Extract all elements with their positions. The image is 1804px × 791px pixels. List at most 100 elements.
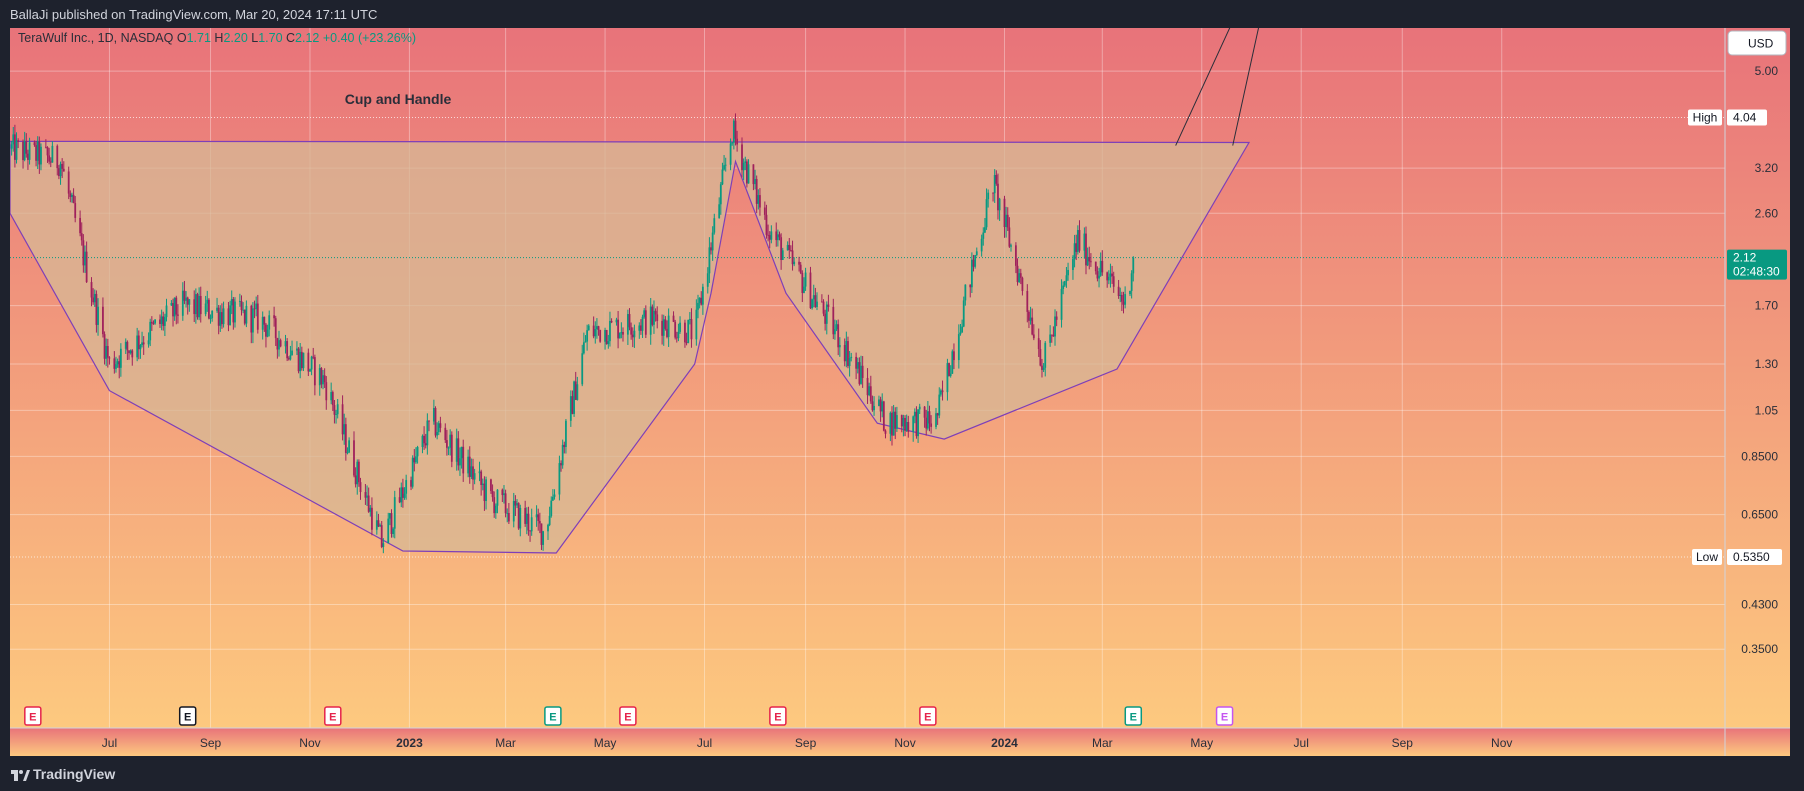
candle-body (312, 356, 315, 358)
candle (1005, 206, 1008, 238)
candle-body (930, 423, 933, 427)
currency-button-label[interactable]: USD (1748, 37, 1774, 51)
earnings-marker-icon[interactable]: E (1215, 706, 1234, 726)
earnings-marker-icon[interactable]: E (769, 706, 787, 726)
low-price-badge[interactable]: 0.5350 (1727, 548, 1782, 565)
candle (928, 405, 931, 432)
time-axis[interactable]: Jul Sep Nov 2023 Mar May Jul Sep Nov 2024 Mar May Ju… (102, 736, 1513, 750)
earnings-marker-icon[interactable]: E (544, 706, 562, 726)
candle-body (183, 290, 186, 301)
candle (1124, 286, 1127, 309)
earnings-marker-icon[interactable]: E (178, 706, 197, 726)
candle (798, 256, 800, 272)
price-axis[interactable]: 20.0016.0013.0010.008.005.003.202.601.70… (1741, 28, 1778, 656)
candle (912, 415, 915, 442)
symbol-legend[interactable]: TeraWulf Inc., 1D, NASDAQ O1.71 H2.20 L1… (18, 31, 416, 45)
candle-body (1062, 285, 1065, 289)
high-price-badge[interactable]: 4.04 (1727, 109, 1767, 126)
candle-body (721, 169, 724, 185)
candle-body (198, 296, 201, 318)
candle (255, 296, 258, 317)
candle (115, 356, 117, 373)
candle-body (1050, 334, 1053, 336)
candle-body (788, 244, 791, 251)
currency-button-bg[interactable] (1727, 30, 1787, 56)
candle (768, 231, 771, 249)
candle-body (90, 282, 93, 298)
earnings-marker-icon[interactable]: E (1124, 706, 1143, 726)
candle-body (341, 404, 344, 435)
earnings-marker-icon[interactable]: E (324, 706, 342, 726)
candle-body (656, 314, 659, 321)
candle (529, 530, 531, 542)
candle (1029, 306, 1032, 325)
candle (535, 505, 538, 527)
candle-body (300, 351, 303, 369)
candle (561, 439, 564, 469)
candle (473, 468, 476, 485)
candle (1129, 290, 1131, 297)
candle (211, 310, 214, 322)
candle (827, 294, 830, 312)
earnings-marker-icon[interactable]: E (919, 706, 937, 726)
candle (209, 314, 212, 324)
candle (690, 308, 693, 348)
candle-body (985, 199, 988, 228)
target-projection[interactable]: Linear Target (1153, 28, 1725, 146)
tradingview-brand: TradingView (33, 766, 116, 782)
candle-body (250, 305, 253, 333)
candle-body (119, 348, 122, 368)
candle-body (472, 466, 474, 480)
candle-body (814, 295, 817, 307)
candle (524, 500, 527, 527)
candle-body (243, 309, 246, 324)
candle-body (97, 306, 99, 325)
candle (972, 254, 975, 272)
candle (230, 290, 233, 315)
earnings-marker-icon[interactable]: E (619, 706, 637, 726)
earnings-marker-icon[interactable]: E (24, 706, 42, 726)
candle-body (843, 345, 846, 362)
candle-body (928, 411, 931, 424)
price-chart[interactable]: Cup and HandleLinear Target20.0016.0013.… (10, 28, 1790, 756)
candle (278, 330, 280, 357)
candle-body (211, 310, 214, 319)
candle-body (357, 461, 360, 483)
currency-button[interactable]: USD (1727, 30, 1787, 56)
candle-body (550, 500, 553, 516)
candle (679, 316, 681, 334)
candle (1019, 268, 1022, 285)
candle (22, 139, 24, 169)
candle-body (672, 315, 675, 322)
candle (357, 459, 360, 487)
candle (367, 487, 370, 513)
candle-body (961, 326, 963, 333)
candle-body (507, 513, 510, 522)
candle-body (428, 420, 430, 422)
candle (364, 483, 367, 505)
candle (353, 431, 355, 478)
candle-body (450, 434, 453, 462)
linear-target-projection-line[interactable] (1175, 28, 1241, 146)
candle (313, 354, 316, 396)
chart-frame[interactable]: Cup and HandleLinear Target20.0016.0013.… (10, 28, 1790, 756)
low-label-tag: Low (1692, 548, 1722, 565)
candle-body (811, 299, 814, 309)
candle (1006, 207, 1009, 232)
candle-body (256, 303, 259, 330)
candle-body (263, 316, 266, 325)
cup-and-handle-pattern[interactable] (10, 140, 1251, 554)
candle-body (437, 423, 440, 433)
candle (1060, 279, 1063, 328)
candle-body (72, 194, 75, 204)
candle-body (320, 368, 323, 385)
candle-body (607, 341, 610, 345)
candle-body (154, 319, 156, 324)
candle (181, 282, 184, 321)
target-projection-line[interactable] (1232, 28, 1328, 146)
candle-body (596, 326, 598, 330)
candle-body (35, 145, 37, 161)
candle-body (765, 214, 768, 235)
